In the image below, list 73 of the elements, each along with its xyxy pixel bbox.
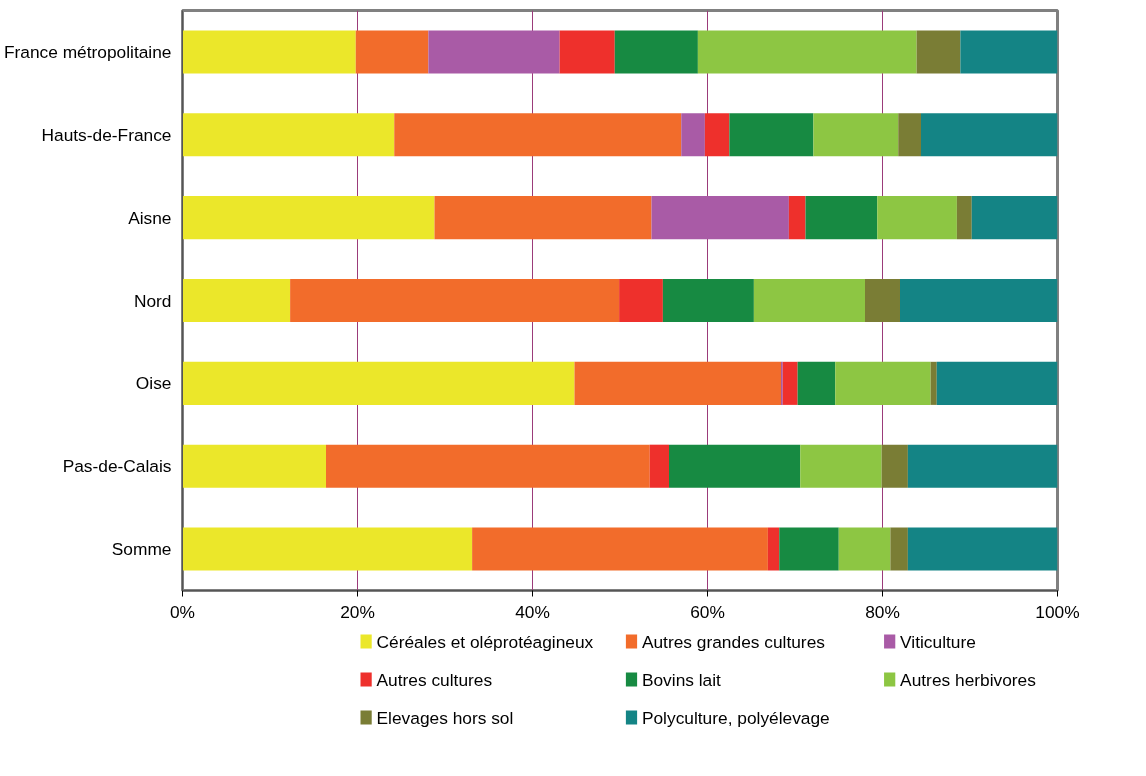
bar xyxy=(800,444,882,488)
bar xyxy=(326,444,650,488)
bar xyxy=(182,113,395,157)
bar xyxy=(355,30,429,74)
bar xyxy=(916,30,961,74)
bar xyxy=(805,196,878,240)
bar xyxy=(182,30,356,74)
x-tick-label: 80% xyxy=(865,601,900,622)
x-tick-label: 40% xyxy=(515,601,550,622)
bar xyxy=(182,196,435,240)
x-tick-label: 0% xyxy=(169,601,196,622)
bar xyxy=(662,278,754,323)
bar xyxy=(865,278,900,323)
bar xyxy=(900,278,1058,323)
bar xyxy=(907,444,1058,488)
y-tick-label: Aisne xyxy=(128,207,172,228)
bar xyxy=(681,113,705,157)
bar xyxy=(182,444,326,488)
bar xyxy=(956,196,972,240)
bar xyxy=(434,196,652,240)
bar xyxy=(651,196,789,240)
y-tick-label: Hauts-de-France xyxy=(41,124,172,145)
bar xyxy=(835,361,931,405)
bar xyxy=(936,361,1058,405)
bar xyxy=(729,113,814,157)
y-tick-label: France métropolitaine xyxy=(3,41,172,62)
bar xyxy=(877,196,957,240)
legend-label: Elevages hors sol xyxy=(376,707,514,728)
bar xyxy=(704,113,730,157)
legend-label: Céréales et oléprotéagineux xyxy=(376,631,594,652)
legend-label: Viticulture xyxy=(900,631,976,652)
bar xyxy=(182,527,473,571)
bar xyxy=(649,444,669,488)
bar xyxy=(788,196,806,240)
x-tick-label: 100% xyxy=(1035,601,1080,622)
bar xyxy=(428,30,560,74)
y-tick-label: Somme xyxy=(111,539,172,560)
bar xyxy=(614,30,698,74)
bar xyxy=(797,361,836,405)
bar xyxy=(290,278,620,323)
bar xyxy=(782,361,798,405)
bar xyxy=(907,527,1058,571)
legend-label: Polyculture, polyélevage xyxy=(641,707,830,728)
x-tick-label: 60% xyxy=(690,601,725,622)
legend-label: Autres grandes cultures xyxy=(641,631,826,652)
bar xyxy=(971,196,1058,240)
bar xyxy=(394,113,682,157)
bar xyxy=(898,113,921,157)
bar xyxy=(619,278,663,323)
bar xyxy=(921,113,1058,157)
bar xyxy=(767,527,780,571)
bar xyxy=(930,361,937,405)
x-tick-label: 20% xyxy=(340,601,375,622)
bar xyxy=(881,444,908,488)
bar xyxy=(890,527,908,571)
y-tick-label: Pas-de-Calais xyxy=(62,456,172,477)
bar xyxy=(779,527,839,571)
bar xyxy=(753,278,865,323)
y-tick-label: Nord xyxy=(133,290,172,311)
bar xyxy=(182,361,575,405)
bar xyxy=(813,113,899,157)
bar xyxy=(559,30,615,74)
bar xyxy=(960,30,1058,74)
bar xyxy=(838,527,891,571)
legend-label: Autres cultures xyxy=(376,669,493,690)
bar xyxy=(669,444,801,488)
bar xyxy=(472,527,768,571)
bar xyxy=(182,278,291,323)
legend-label: Autres herbivores xyxy=(900,669,1037,690)
bar xyxy=(574,361,781,405)
y-tick-label: Oise xyxy=(135,373,172,394)
bar xyxy=(697,30,917,74)
legend-label: Bovins lait xyxy=(641,669,722,690)
